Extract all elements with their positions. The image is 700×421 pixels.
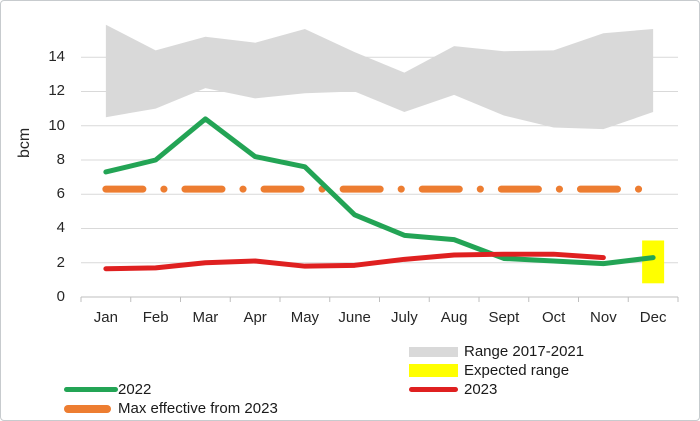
x-tick-label-oct: Oct — [541, 309, 566, 326]
legend-item-range-2017-2021: Range 2017-2021 — [409, 342, 584, 361]
range-2017-2021-swatch — [409, 346, 458, 357]
x-tick-label-may: May — [290, 309, 320, 326]
x-tick-label-jan: Jan — [93, 309, 118, 326]
x-tick-label-july: July — [391, 309, 418, 326]
x-tick-label-feb: Feb — [142, 309, 169, 326]
x-tick-label-nov: Nov — [590, 309, 617, 326]
y-tick-label-10: 10 — [48, 117, 65, 134]
legend-item-expected-range: Expected range — [409, 361, 584, 380]
legend-label-2022: 2022 — [118, 381, 152, 398]
y-tick-label-8: 8 — [56, 151, 65, 168]
y-tick-label-0: 0 — [56, 288, 65, 305]
chart-plot — [80, 24, 679, 302]
x-tick-label-apr: Apr — [243, 309, 267, 326]
y-tick-label-2: 2 — [56, 254, 65, 271]
legend-label-2023: 2023 — [464, 381, 498, 398]
series-line-2023 — [103, 251, 606, 272]
legend-item-2023: 2023 — [409, 380, 584, 399]
x-tick-label-aug: Aug — [440, 309, 468, 326]
y-tick-label-12: 12 — [48, 82, 65, 99]
series-line-2022 — [103, 116, 656, 267]
y-tick-label-4: 4 — [56, 219, 65, 236]
legend-item-max-effective: Max effective from 2023 — [64, 399, 278, 418]
legend-label-max-effective: Max effective from 2023 — [118, 400, 278, 417]
x-tick-label-dec: Dec — [639, 309, 667, 326]
legend-left: 2022 Max effective from 2023 — [64, 380, 278, 418]
x-tick-label-june: June — [338, 309, 371, 326]
x-tick-label-sept: Sept — [488, 309, 520, 326]
y-tick-label-14: 14 — [48, 48, 65, 65]
expected-range-swatch — [409, 364, 458, 377]
legend-right: Range 2017-2021 Expected range 2023 — [409, 342, 584, 399]
max-effective-swatch — [64, 404, 111, 413]
expected-range-bar — [642, 240, 665, 284]
series-2022-swatch — [64, 387, 118, 392]
x-tick-label-mar: Mar — [192, 309, 219, 326]
range-band-area — [105, 24, 654, 130]
legend-label-expected-range: Expected range — [464, 362, 570, 379]
series-2023-swatch — [409, 387, 458, 392]
x-axis-labels: Jan Feb Mar Apr May June July Aug Sept O… — [81, 309, 678, 327]
legend-item-2022: 2022 — [64, 380, 278, 399]
y-tick-label-6: 6 — [56, 185, 65, 202]
legend-label-range-2017-2021: Range 2017-2021 — [464, 343, 585, 360]
